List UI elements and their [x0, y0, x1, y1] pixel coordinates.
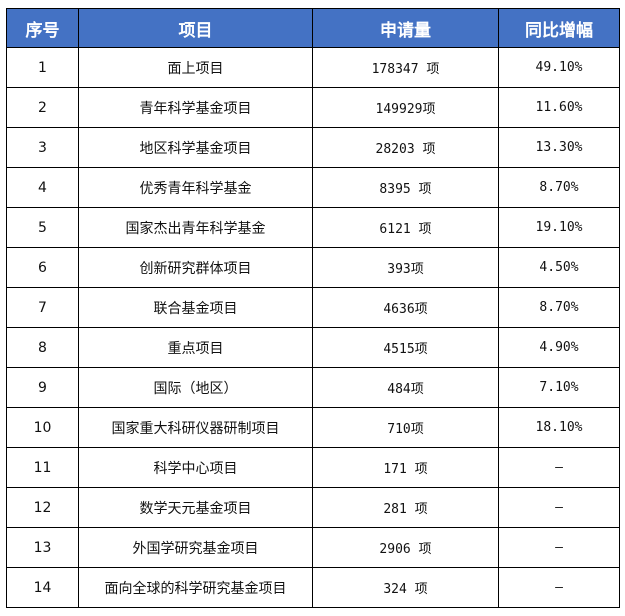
- application-count-cell: 4636项: [312, 287, 499, 328]
- growth-rate-cell: 18.10%: [498, 407, 620, 448]
- growth-rate-cell: 19.10%: [498, 207, 620, 248]
- header-growth: 同比增幅: [498, 8, 620, 48]
- growth-rate-cell: —: [498, 567, 620, 608]
- table-row: 8 重点项目 4515项 4.90%: [6, 327, 620, 368]
- table-row: 10 国家重大科研仪器研制项目 710项 18.10%: [6, 407, 620, 448]
- row-number-cell: 4: [6, 167, 79, 208]
- project-name-cell: 面向全球的科学研究基金项目: [78, 567, 313, 608]
- growth-rate-cell: —: [498, 487, 620, 528]
- project-name-cell: 国际（地区）: [78, 367, 313, 408]
- application-count-cell: 710项: [312, 407, 499, 448]
- project-name-cell: 创新研究群体项目: [78, 247, 313, 288]
- project-name-cell: 外国学研究基金项目: [78, 527, 313, 568]
- table-body: 1 面上项目 178347 项 49.10% 2 青年科学基金项目 149929项 11.60…: [6, 47, 620, 608]
- table-row: 1 面上项目 178347 项 49.10%: [6, 47, 620, 88]
- table-row: 11 科学中心项目 171 项 —: [6, 447, 620, 488]
- row-number-cell: 9: [6, 367, 79, 408]
- growth-rate-cell: 13.30%: [498, 127, 620, 168]
- application-count-cell: 484项: [312, 367, 499, 408]
- row-number-cell: 12: [6, 487, 79, 528]
- table-row: 13 外国学研究基金项目 2906 项 —: [6, 527, 620, 568]
- project-name-cell: 数学天元基金项目: [78, 487, 313, 528]
- application-count-cell: 393项: [312, 247, 499, 288]
- application-count-cell: 2906 项: [312, 527, 499, 568]
- header-count: 申请量: [312, 8, 499, 48]
- table-row: 12 数学天元基金项目 281 项 —: [6, 487, 620, 528]
- project-name-cell: 国家重大科研仪器研制项目: [78, 407, 313, 448]
- growth-rate-cell: —: [498, 527, 620, 568]
- application-stats-table: 序号 项目 申请量 同比增幅 1 面上项目 178347 项 49.10% 2 青年科学基…: [6, 8, 620, 608]
- table-row: 7 联合基金项目 4636项 8.70%: [6, 287, 620, 328]
- table-container: 序号 项目 申请量 同比增幅 1 面上项目 178347 项 49.10% 2 青年科学基…: [6, 8, 620, 608]
- row-number-cell: 6: [6, 247, 79, 288]
- application-count-cell: 178347 项: [312, 47, 499, 88]
- row-number-cell: 3: [6, 127, 79, 168]
- growth-rate-cell: 4.90%: [498, 327, 620, 368]
- table-row: 2 青年科学基金项目 149929项 11.60%: [6, 87, 620, 128]
- growth-rate-cell: 8.70%: [498, 287, 620, 328]
- project-name-cell: 联合基金项目: [78, 287, 313, 328]
- application-count-cell: 6121 项: [312, 207, 499, 248]
- application-count-cell: 281 项: [312, 487, 499, 528]
- row-number-cell: 2: [6, 87, 79, 128]
- table-row: 3 地区科学基金项目 28203 项 13.30%: [6, 127, 620, 168]
- application-count-cell: 149929项: [312, 87, 499, 128]
- growth-rate-cell: 4.50%: [498, 247, 620, 288]
- growth-rate-cell: 8.70%: [498, 167, 620, 208]
- header-no: 序号: [6, 8, 79, 48]
- row-number-cell: 1: [6, 47, 79, 88]
- table-row: 9 国际（地区） 484项 7.10%: [6, 367, 620, 408]
- table-header-row: 序号 项目 申请量 同比增幅: [6, 8, 620, 48]
- table-row: 14 面向全球的科学研究基金项目 324 项 —: [6, 567, 620, 608]
- row-number-cell: 14: [6, 567, 79, 608]
- row-number-cell: 13: [6, 527, 79, 568]
- project-name-cell: 科学中心项目: [78, 447, 313, 488]
- header-project: 项目: [78, 8, 313, 48]
- growth-rate-cell: 7.10%: [498, 367, 620, 408]
- project-name-cell: 国家杰出青年科学基金: [78, 207, 313, 248]
- application-count-cell: 324 项: [312, 567, 499, 608]
- growth-rate-cell: —: [498, 447, 620, 488]
- table-row: 5 国家杰出青年科学基金 6121 项 19.10%: [6, 207, 620, 248]
- application-count-cell: 8395 项: [312, 167, 499, 208]
- project-name-cell: 青年科学基金项目: [78, 87, 313, 128]
- row-number-cell: 8: [6, 327, 79, 368]
- project-name-cell: 面上项目: [78, 47, 313, 88]
- application-count-cell: 4515项: [312, 327, 499, 368]
- table-row: 6 创新研究群体项目 393项 4.50%: [6, 247, 620, 288]
- application-count-cell: 28203 项: [312, 127, 499, 168]
- growth-rate-cell: 11.60%: [498, 87, 620, 128]
- table-row: 4 优秀青年科学基金 8395 项 8.70%: [6, 167, 620, 208]
- application-count-cell: 171 项: [312, 447, 499, 488]
- row-number-cell: 10: [6, 407, 79, 448]
- row-number-cell: 5: [6, 207, 79, 248]
- row-number-cell: 11: [6, 447, 79, 488]
- project-name-cell: 优秀青年科学基金: [78, 167, 313, 208]
- row-number-cell: 7: [6, 287, 79, 328]
- project-name-cell: 重点项目: [78, 327, 313, 368]
- project-name-cell: 地区科学基金项目: [78, 127, 313, 168]
- growth-rate-cell: 49.10%: [498, 47, 620, 88]
